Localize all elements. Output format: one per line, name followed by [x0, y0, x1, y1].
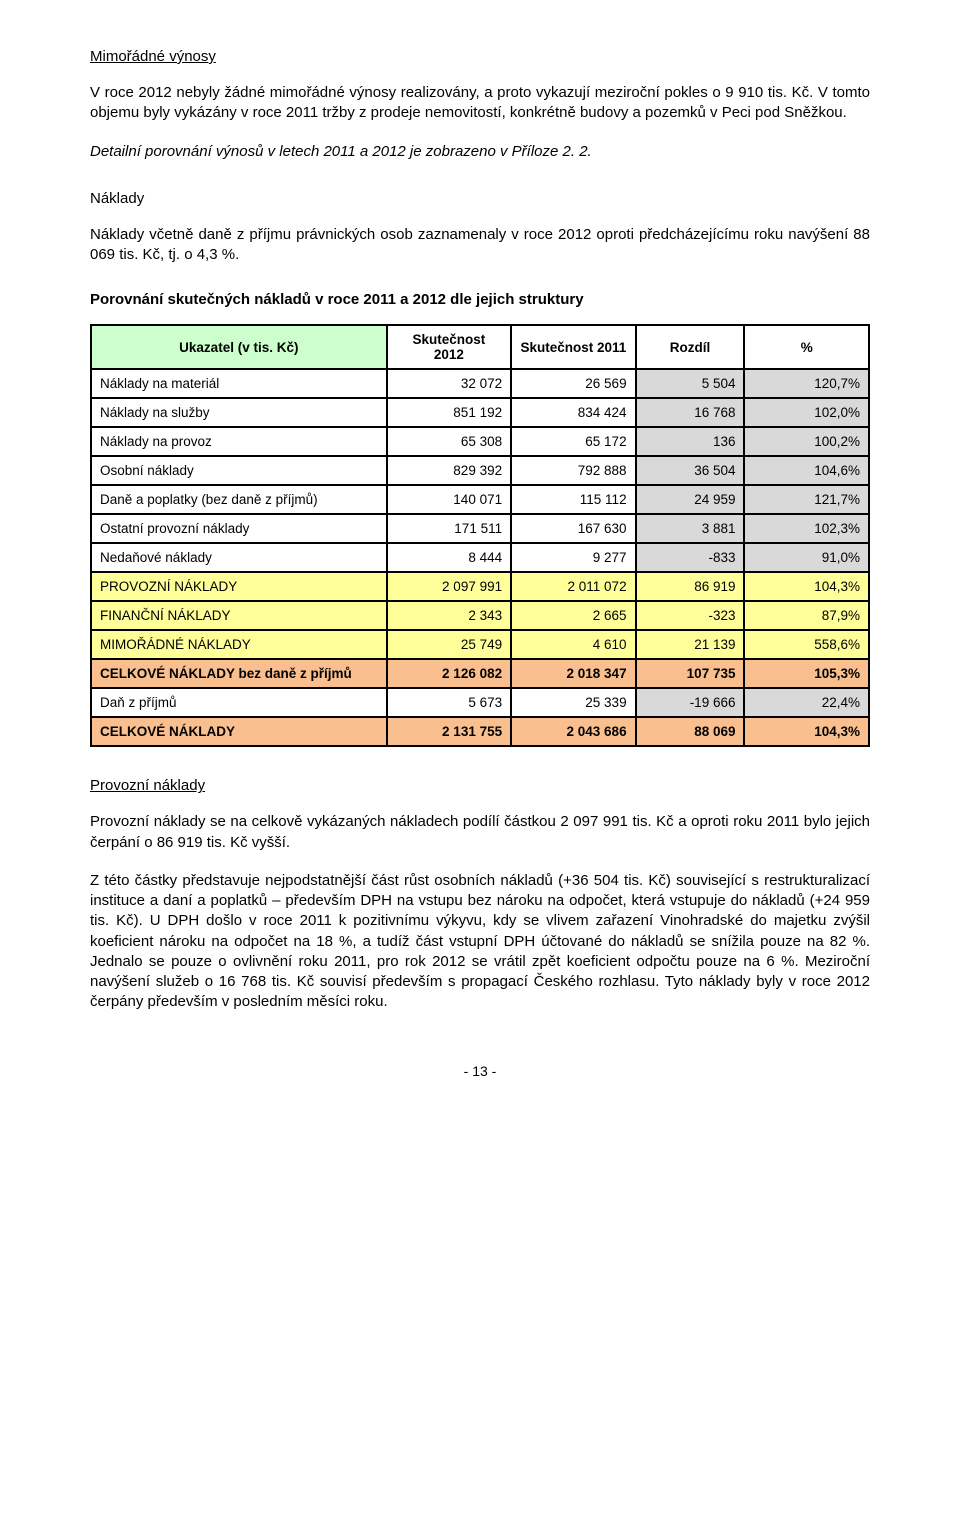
row-label: Náklady na služby [91, 398, 387, 427]
row-value: -833 [636, 543, 745, 572]
row-value: 2 097 991 [387, 572, 511, 601]
row-label: Osobní náklady [91, 456, 387, 485]
row-value: 171 511 [387, 514, 511, 543]
row-value: 105,3% [744, 659, 869, 688]
row-value: 65 172 [511, 427, 635, 456]
row-label: CELKOVÉ NÁKLADY [91, 717, 387, 746]
table-row: Nedaňové náklady8 4449 277-83391,0% [91, 543, 869, 572]
row-label: Daně a poplatky (bez daně z příjmů) [91, 485, 387, 514]
table-row: CELKOVÉ NÁKLADY2 131 7552 043 68688 0691… [91, 717, 869, 746]
section2-title: Náklady [90, 190, 870, 207]
table-row: FINANČNÍ NÁKLADY2 3432 665-32387,9% [91, 601, 869, 630]
row-label: Nedaňové náklady [91, 543, 387, 572]
row-value: 167 630 [511, 514, 635, 543]
row-value: 2 126 082 [387, 659, 511, 688]
row-value: 5 504 [636, 369, 745, 398]
row-label: FINANČNÍ NÁKLADY [91, 601, 387, 630]
row-value: 22,4% [744, 688, 869, 717]
th-2011: Skutečnost 2011 [511, 325, 635, 369]
th-pct: % [744, 325, 869, 369]
row-label: Ostatní provozní náklady [91, 514, 387, 543]
section1-p1: V roce 2012 nebyly žádné mimořádné výnos… [90, 83, 870, 124]
row-label: CELKOVÉ NÁKLADY bez daně z příjmů [91, 659, 387, 688]
row-value: 107 735 [636, 659, 745, 688]
row-value: 834 424 [511, 398, 635, 427]
row-value: 2 343 [387, 601, 511, 630]
row-value: 86 919 [636, 572, 745, 601]
row-label: Daň z příjmů [91, 688, 387, 717]
table-header-row: Ukazatel (v tis. Kč) Skutečnost 2012 Sku… [91, 325, 869, 369]
row-value: 5 673 [387, 688, 511, 717]
row-value: 2 665 [511, 601, 635, 630]
row-value: 2 131 755 [387, 717, 511, 746]
table-row: Ostatní provozní náklady171 511167 6303 … [91, 514, 869, 543]
section1-title: Mimořádné výnosy [90, 48, 870, 65]
row-value: 100,2% [744, 427, 869, 456]
table-body: Náklady na materiál32 07226 5695 504120,… [91, 369, 869, 746]
row-value: 24 959 [636, 485, 745, 514]
page-footer: - 13 - [90, 1063, 870, 1079]
row-value: -323 [636, 601, 745, 630]
row-value: 26 569 [511, 369, 635, 398]
table-row: MIMOŘÁDNÉ NÁKLADY25 7494 61021 139558,6% [91, 630, 869, 659]
th-ukazatel: Ukazatel (v tis. Kč) [91, 325, 387, 369]
table-row: Osobní náklady829 392792 88836 504104,6% [91, 456, 869, 485]
row-label: MIMOŘÁDNÉ NÁKLADY [91, 630, 387, 659]
row-value: 558,6% [744, 630, 869, 659]
table-row: PROVOZNÍ NÁKLADY2 097 9912 011 07286 919… [91, 572, 869, 601]
row-value: 104,3% [744, 717, 869, 746]
table-row: CELKOVÉ NÁKLADY bez daně z příjmů2 126 0… [91, 659, 869, 688]
row-value: 121,7% [744, 485, 869, 514]
row-value: 9 277 [511, 543, 635, 572]
table-title: Porovnání skutečných nákladů v roce 2011… [90, 291, 870, 308]
section1-p2: Detailní porovnání výnosů v letech 2011 … [90, 142, 870, 162]
row-label: Náklady na materiál [91, 369, 387, 398]
th-diff: Rozdíl [636, 325, 745, 369]
table-row: Náklady na materiál32 07226 5695 504120,… [91, 369, 869, 398]
th-2012: Skutečnost 2012 [387, 325, 511, 369]
row-value: 2 043 686 [511, 717, 635, 746]
table-row: Náklady na provoz65 30865 172136100,2% [91, 427, 869, 456]
row-value: 792 888 [511, 456, 635, 485]
row-value: 851 192 [387, 398, 511, 427]
row-value: 25 749 [387, 630, 511, 659]
row-value: 104,6% [744, 456, 869, 485]
row-value: 16 768 [636, 398, 745, 427]
row-value: 88 069 [636, 717, 745, 746]
row-value: 104,3% [744, 572, 869, 601]
section3-p1: Provozní náklady se na celkově vykázanýc… [90, 812, 870, 853]
row-value: 115 112 [511, 485, 635, 514]
page: Mimořádné výnosy V roce 2012 nebyly žádn… [0, 0, 960, 1119]
row-value: 102,0% [744, 398, 869, 427]
row-value: 25 339 [511, 688, 635, 717]
row-value: 32 072 [387, 369, 511, 398]
row-value: 120,7% [744, 369, 869, 398]
row-label: Náklady na provoz [91, 427, 387, 456]
row-value: -19 666 [636, 688, 745, 717]
row-value: 2 011 072 [511, 572, 635, 601]
row-value: 65 308 [387, 427, 511, 456]
table-row: Daně a poplatky (bez daně z příjmů)140 0… [91, 485, 869, 514]
row-value: 136 [636, 427, 745, 456]
table-row: Daň z příjmů5 67325 339-19 66622,4% [91, 688, 869, 717]
row-value: 102,3% [744, 514, 869, 543]
row-value: 87,9% [744, 601, 869, 630]
row-value: 4 610 [511, 630, 635, 659]
row-label: PROVOZNÍ NÁKLADY [91, 572, 387, 601]
row-value: 3 881 [636, 514, 745, 543]
section3-p2: Z této částky představuje nejpodstatnějš… [90, 871, 870, 1013]
row-value: 36 504 [636, 456, 745, 485]
row-value: 91,0% [744, 543, 869, 572]
cost-table: Ukazatel (v tis. Kč) Skutečnost 2012 Sku… [90, 324, 870, 747]
row-value: 2 018 347 [511, 659, 635, 688]
section2-p1: Náklady včetně daně z příjmu právnických… [90, 225, 870, 266]
row-value: 8 444 [387, 543, 511, 572]
row-value: 829 392 [387, 456, 511, 485]
row-value: 140 071 [387, 485, 511, 514]
table-row: Náklady na služby851 192834 42416 768102… [91, 398, 869, 427]
section3-title: Provozní náklady [90, 777, 870, 794]
row-value: 21 139 [636, 630, 745, 659]
